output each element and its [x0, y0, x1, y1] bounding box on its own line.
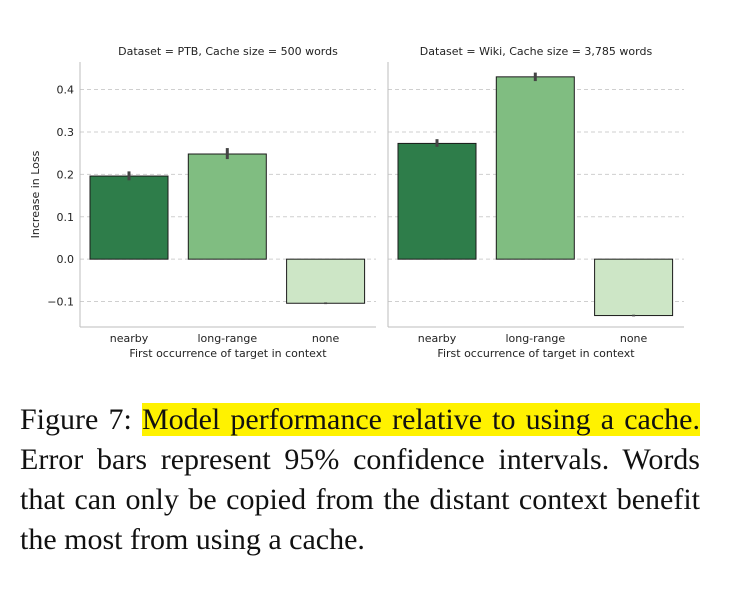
x-tick-label: nearby: [110, 332, 149, 345]
figure-charts: 0.4 0.3 0.2 0.1 0.0 −0.1 nearby long-range none D…: [29, 45, 684, 360]
panel1-title: Dataset = PTB, Cache size = 500 words: [118, 45, 338, 58]
y-tick-label: 0.1: [57, 211, 75, 224]
bar-nearby: [397, 142, 477, 260]
y-tick-label: 0.4: [57, 84, 75, 97]
panel1-x-axis-label: First occurrence of target in context: [129, 347, 327, 360]
bar-nearby: [89, 175, 169, 260]
caption-label: Figure 7:: [20, 403, 132, 436]
bar-none: [286, 258, 366, 304]
x-tick-label: none: [312, 332, 340, 345]
panel2-title: Dataset = Wiki, Cache size = 3,785 words: [420, 45, 653, 58]
bar-none: [594, 258, 674, 317]
bar-long-range: [187, 153, 267, 260]
panel2-x-axis-label: First occurrence of target in context: [437, 347, 635, 360]
x-tick-label: nearby: [418, 332, 457, 345]
y-tick-label: 0.0: [57, 253, 75, 266]
caption-text: Error bars represent 95% confidence inte…: [20, 443, 700, 556]
y-tick-label: 0.3: [57, 126, 75, 139]
caption-highlight: Model performance relative to using a ca…: [141, 403, 700, 436]
y-axis-label: Increase in Loss: [29, 150, 42, 238]
x-tick-label: long-range: [197, 332, 257, 345]
x-tick-label: none: [620, 332, 648, 345]
y-tick-label: −0.1: [47, 296, 74, 309]
bar-long-range: [495, 76, 575, 260]
x-tick-label: long-range: [505, 332, 565, 345]
y-tick-label: 0.2: [57, 168, 75, 181]
figure-caption: Figure 7: Model performance relative to …: [20, 400, 700, 560]
